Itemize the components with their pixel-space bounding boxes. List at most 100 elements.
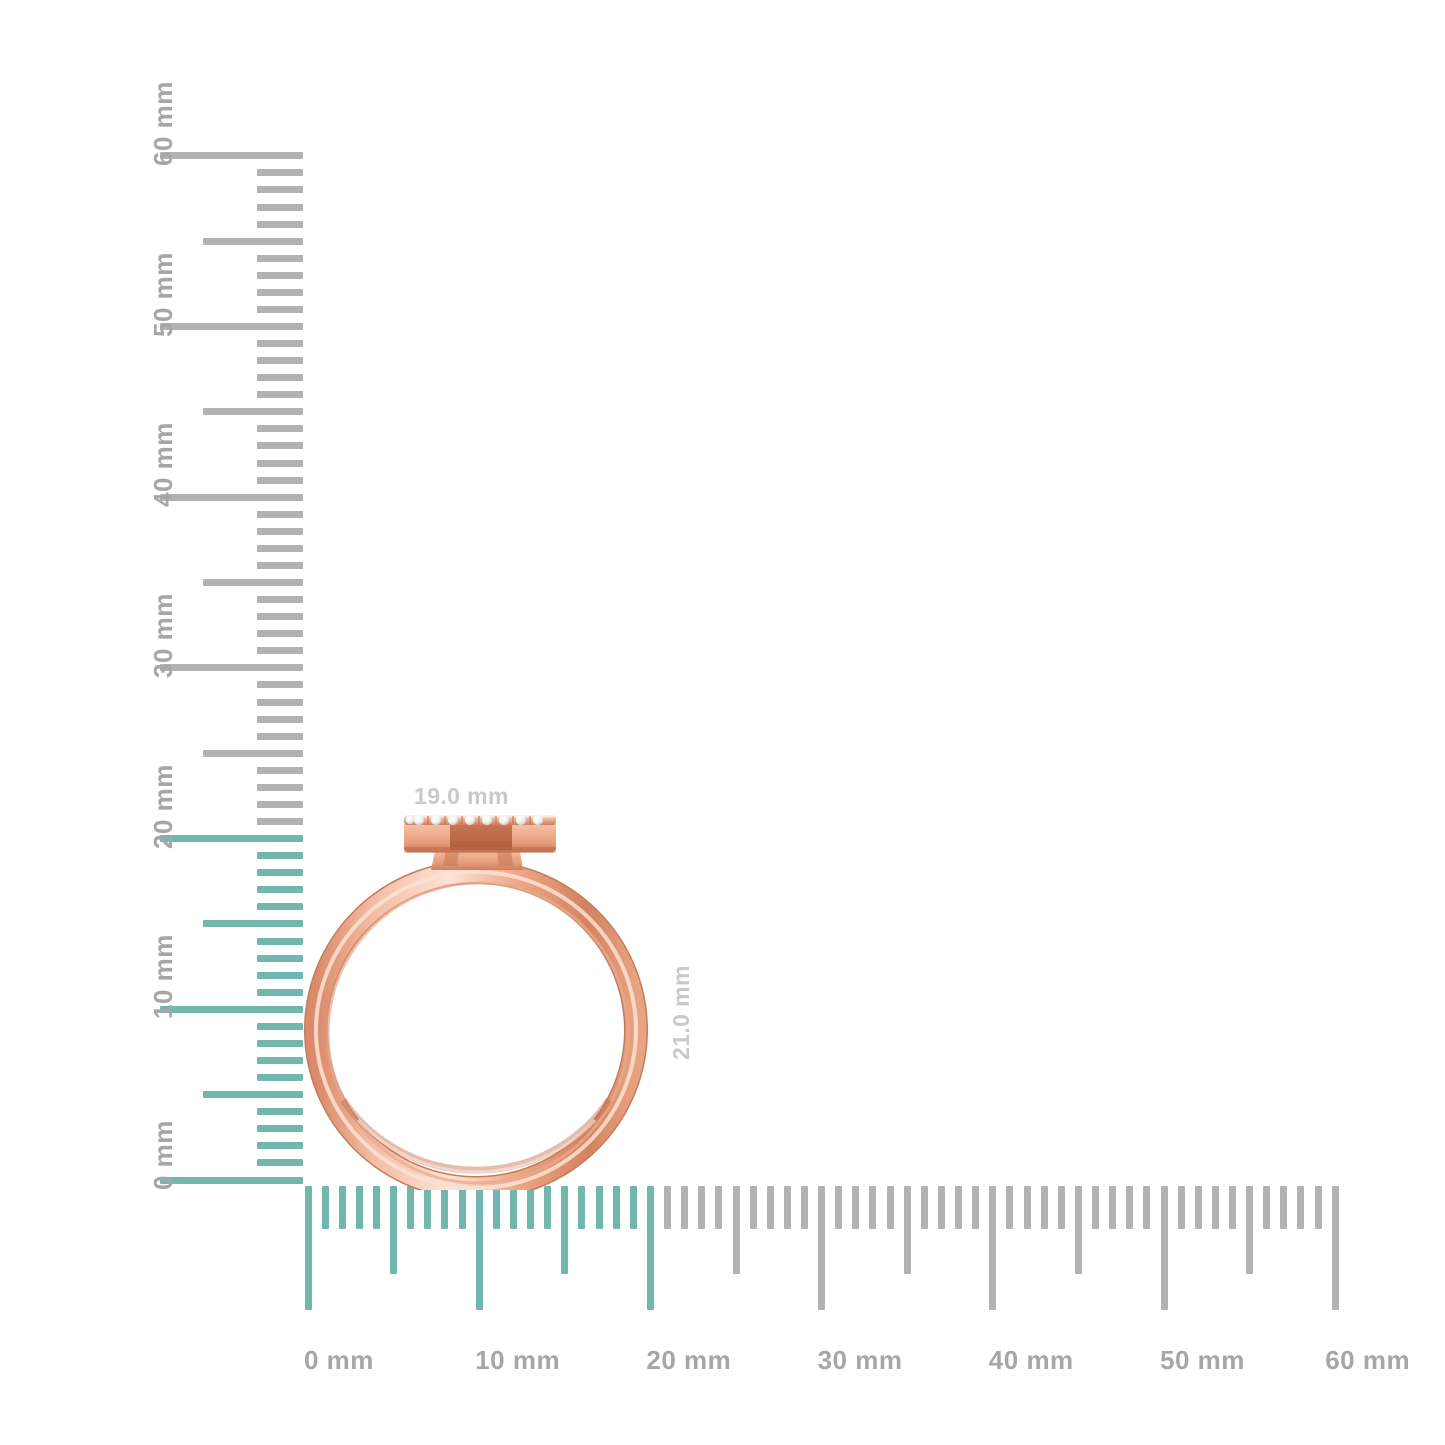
horizontal-tick-21mm [664, 1186, 672, 1229]
vertical-tick-43mm [257, 442, 303, 450]
horizontal-tick-48mm [1126, 1186, 1134, 1229]
horizontal-tick-14mm [544, 1186, 552, 1229]
horizontal-tick-44mm [1057, 1186, 1065, 1229]
vertical-tick-50mm [160, 323, 303, 330]
horizontal-tick-56mm [1263, 1186, 1271, 1229]
vertical-tick-60mm [160, 152, 303, 160]
horizontal-tick-9mm [458, 1186, 466, 1229]
vertical-tick-8mm [257, 1039, 303, 1047]
horizontal-tick-6mm [407, 1186, 415, 1229]
vertical-tick-39mm [257, 510, 303, 518]
vertical-tick-53mm [257, 271, 303, 279]
horizontal-ruler-label-30mm: 30 mm [817, 1345, 903, 1375]
vertical-tick-20mm [160, 835, 303, 843]
vertical-tick-55mm [203, 237, 303, 245]
vertical-tick-0mm [160, 1176, 303, 1184]
horizontal-tick-52mm [1194, 1186, 1202, 1229]
vertical-tick-16mm [257, 903, 303, 911]
horizontal-tick-60mm [1331, 1186, 1339, 1310]
horizontal-tick-19mm [629, 1186, 637, 1229]
vertical-tick-21mm [257, 818, 303, 826]
vertical-tick-25mm [203, 749, 303, 757]
vertical-tick-5mm [203, 1091, 303, 1099]
horizontal-tick-38mm [955, 1186, 963, 1229]
horizontal-tick-29mm [800, 1186, 808, 1229]
vertical-tick-2mm [257, 1142, 303, 1150]
vertical-tick-35mm [203, 579, 303, 587]
vertical-tick-13mm [257, 954, 303, 962]
dimension-height-label: 21.0 mm [668, 965, 694, 1060]
vertical-tick-7mm [257, 1057, 303, 1064]
vertical-tick-1mm [257, 1159, 303, 1167]
horizontal-tick-25mm [732, 1186, 740, 1274]
vertical-ruler-label-10mm: 10 mm [148, 934, 178, 1020]
horizontal-tick-32mm [852, 1186, 860, 1229]
vertical-tick-23mm [257, 783, 303, 791]
horizontal-tick-27mm [766, 1186, 774, 1229]
vertical-tick-34mm [257, 596, 303, 604]
horizontal-tick-18mm [612, 1186, 620, 1229]
horizontal-tick-45mm [1074, 1186, 1082, 1274]
vertical-tick-22mm [257, 800, 303, 808]
horizontal-tick-23mm [698, 1186, 706, 1229]
horizontal-tick-10mm [475, 1186, 483, 1310]
horizontal-tick-12mm [509, 1186, 517, 1229]
vertical-tick-59mm [257, 169, 303, 177]
vertical-tick-32mm [257, 630, 303, 638]
horizontal-tick-11mm [492, 1186, 500, 1229]
horizontal-tick-17mm [595, 1186, 603, 1229]
horizontal-tick-40mm [989, 1186, 997, 1310]
vertical-tick-56mm [257, 220, 303, 228]
vertical-ruler-label-20mm: 20 mm [148, 763, 178, 849]
horizontal-tick-36mm [920, 1186, 928, 1229]
vertical-tick-48mm [257, 357, 303, 365]
horizontal-ruler-label-40mm: 40 mm [988, 1345, 1074, 1375]
horizontal-tick-47mm [1109, 1186, 1117, 1229]
vertical-tick-36mm [257, 561, 303, 569]
vertical-tick-57mm [257, 203, 303, 211]
horizontal-tick-28mm [783, 1186, 791, 1229]
horizontal-tick-22mm [681, 1186, 689, 1229]
vertical-tick-14mm [257, 937, 303, 945]
horizontal-tick-4mm [372, 1186, 380, 1229]
vertical-tick-42mm [257, 459, 303, 467]
vertical-tick-19mm [257, 852, 303, 860]
horizontal-tick-3mm [355, 1186, 363, 1229]
horizontal-tick-0mm [304, 1186, 312, 1310]
horizontal-tick-39mm [972, 1186, 980, 1229]
horizontal-tick-33mm [869, 1186, 877, 1229]
dimension-width-label: 19.0 mm [414, 783, 509, 809]
vertical-tick-58mm [257, 186, 303, 194]
horizontal-tick-43mm [1040, 1186, 1048, 1229]
horizontal-tick-7mm [424, 1186, 432, 1229]
vertical-ruler-label-60mm: 60 mm [148, 80, 178, 166]
horizontal-tick-1mm [321, 1186, 329, 1229]
vertical-tick-44mm [257, 425, 303, 433]
vertical-tick-30mm [160, 664, 303, 672]
horizontal-tick-16mm [578, 1186, 586, 1229]
vertical-tick-40mm [160, 493, 303, 501]
vertical-tick-54mm [257, 254, 303, 262]
horizontal-ruler-label-20mm: 20 mm [646, 1345, 732, 1375]
diamond-row [405, 814, 544, 826]
vertical-tick-17mm [257, 886, 303, 894]
vertical-tick-49mm [257, 340, 303, 348]
vertical-tick-6mm [257, 1074, 303, 1082]
horizontal-tick-26mm [749, 1186, 757, 1229]
vertical-tick-18mm [257, 869, 303, 877]
horizontal-ruler-label-0mm: 0 mm [304, 1345, 374, 1375]
ring-illustration [304, 814, 648, 1190]
horizontal-tick-57mm [1280, 1186, 1288, 1229]
vertical-tick-52mm [257, 288, 303, 296]
vertical-tick-3mm [257, 1125, 303, 1133]
horizontal-tick-37mm [937, 1186, 945, 1229]
horizontal-tick-54mm [1228, 1186, 1236, 1229]
product-image-ring [303, 800, 683, 1190]
vertical-tick-28mm [257, 698, 303, 706]
horizontal-tick-50mm [1160, 1186, 1168, 1310]
vertical-ruler-label-50mm: 50 mm [148, 251, 178, 337]
vertical-ruler-label-0mm: 0 mm [148, 1120, 178, 1190]
vertical-tick-51mm [257, 305, 303, 313]
vertical-tick-26mm [257, 732, 303, 740]
